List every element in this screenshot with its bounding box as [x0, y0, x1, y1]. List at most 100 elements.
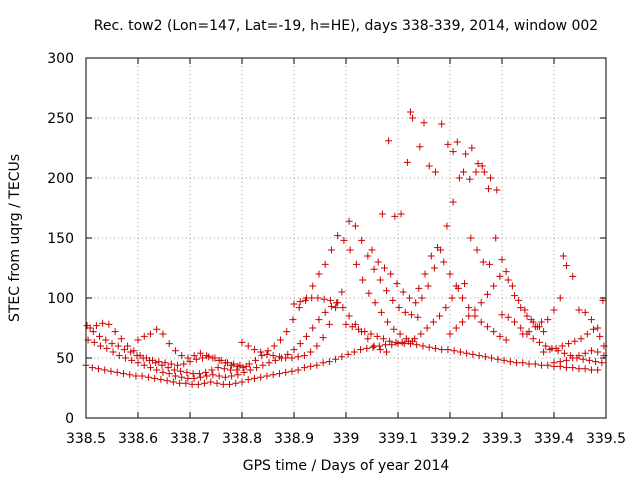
- data-point: [412, 299, 420, 307]
- data-point: [388, 341, 396, 349]
- data-point: [290, 300, 298, 308]
- data-point: [344, 350, 352, 358]
- data-point: [332, 355, 340, 363]
- data-point: [86, 324, 94, 332]
- data-point: [423, 324, 431, 332]
- x-tick-label: 338.9: [274, 431, 314, 447]
- data-point: [535, 338, 543, 346]
- data-point: [376, 276, 384, 284]
- data-point: [219, 380, 227, 388]
- data-point: [592, 358, 600, 366]
- data-point: [164, 364, 172, 372]
- data-point: [288, 367, 296, 375]
- data-point: [257, 373, 265, 381]
- data-point: [421, 270, 429, 278]
- data-point: [153, 325, 161, 333]
- data-point: [562, 356, 570, 364]
- data-point: [391, 212, 399, 220]
- data-point: [425, 162, 433, 170]
- data-point: [436, 312, 444, 320]
- data-point: [442, 304, 450, 312]
- x-tick-label: 339.2: [430, 431, 470, 447]
- data-point: [585, 356, 593, 364]
- data-point: [446, 270, 454, 278]
- data-point: [466, 175, 474, 183]
- data-point: [159, 368, 167, 376]
- data-point: [101, 366, 109, 374]
- data-point: [184, 354, 192, 362]
- data-point: [467, 234, 475, 242]
- data-point: [146, 364, 154, 372]
- data-point: [244, 342, 252, 350]
- data-point: [590, 325, 598, 333]
- data-point: [215, 372, 223, 380]
- data-point: [504, 276, 512, 284]
- data-point: [282, 354, 290, 362]
- data-point: [196, 373, 204, 381]
- data-point: [178, 352, 186, 360]
- data-point: [196, 349, 204, 357]
- data-point: [521, 306, 529, 314]
- data-point: [300, 352, 308, 360]
- data-point: [513, 359, 521, 367]
- data-point: [550, 306, 558, 314]
- data-point: [494, 355, 502, 363]
- data-point: [492, 234, 500, 242]
- data-point: [486, 260, 494, 268]
- data-point: [228, 372, 236, 380]
- data-point: [275, 353, 283, 361]
- data-point: [440, 258, 448, 266]
- data-point: [449, 198, 457, 206]
- y-tick-label: 250: [47, 111, 74, 127]
- data-point: [510, 292, 518, 300]
- data-point: [406, 108, 414, 116]
- data-point: [416, 143, 424, 151]
- data-point: [238, 338, 246, 346]
- data-point: [176, 379, 184, 387]
- data-point: [484, 185, 492, 193]
- data-point: [475, 352, 483, 360]
- data-point: [177, 367, 185, 375]
- x-tick-label: 338.8: [222, 431, 262, 447]
- data-point: [327, 302, 335, 310]
- data-point: [414, 313, 422, 321]
- data-point: [581, 349, 589, 357]
- data-point: [468, 144, 476, 152]
- data-point: [99, 319, 107, 327]
- data-point: [577, 335, 585, 343]
- data-point: [315, 270, 323, 278]
- data-point: [365, 289, 373, 297]
- data-point: [380, 264, 388, 272]
- data-point: [498, 311, 506, 319]
- data-point: [556, 358, 564, 366]
- data-point: [409, 114, 417, 122]
- data-point: [126, 371, 134, 379]
- data-point: [186, 358, 194, 366]
- data-point: [315, 316, 323, 324]
- data-point: [92, 322, 100, 330]
- data-point: [465, 312, 473, 320]
- data-point: [529, 335, 537, 343]
- data-point: [313, 342, 321, 350]
- data-point: [115, 352, 123, 360]
- data-point: [97, 342, 105, 350]
- data-point: [226, 380, 234, 388]
- data-point: [296, 298, 304, 306]
- data-point: [198, 354, 206, 362]
- data-point: [550, 359, 558, 367]
- data-point: [134, 359, 142, 367]
- data-point: [373, 332, 381, 340]
- data-point: [504, 313, 512, 321]
- data-point: [465, 304, 473, 312]
- y-tick-label: 300: [47, 51, 74, 67]
- data-point: [169, 378, 177, 386]
- data-point: [117, 335, 125, 343]
- data-point: [134, 336, 142, 344]
- data-point: [276, 336, 284, 344]
- data-point: [438, 346, 446, 354]
- data-point: [258, 352, 266, 360]
- data-point: [496, 332, 504, 340]
- data-point: [250, 346, 258, 354]
- data-point: [481, 353, 489, 361]
- data-point: [385, 137, 393, 145]
